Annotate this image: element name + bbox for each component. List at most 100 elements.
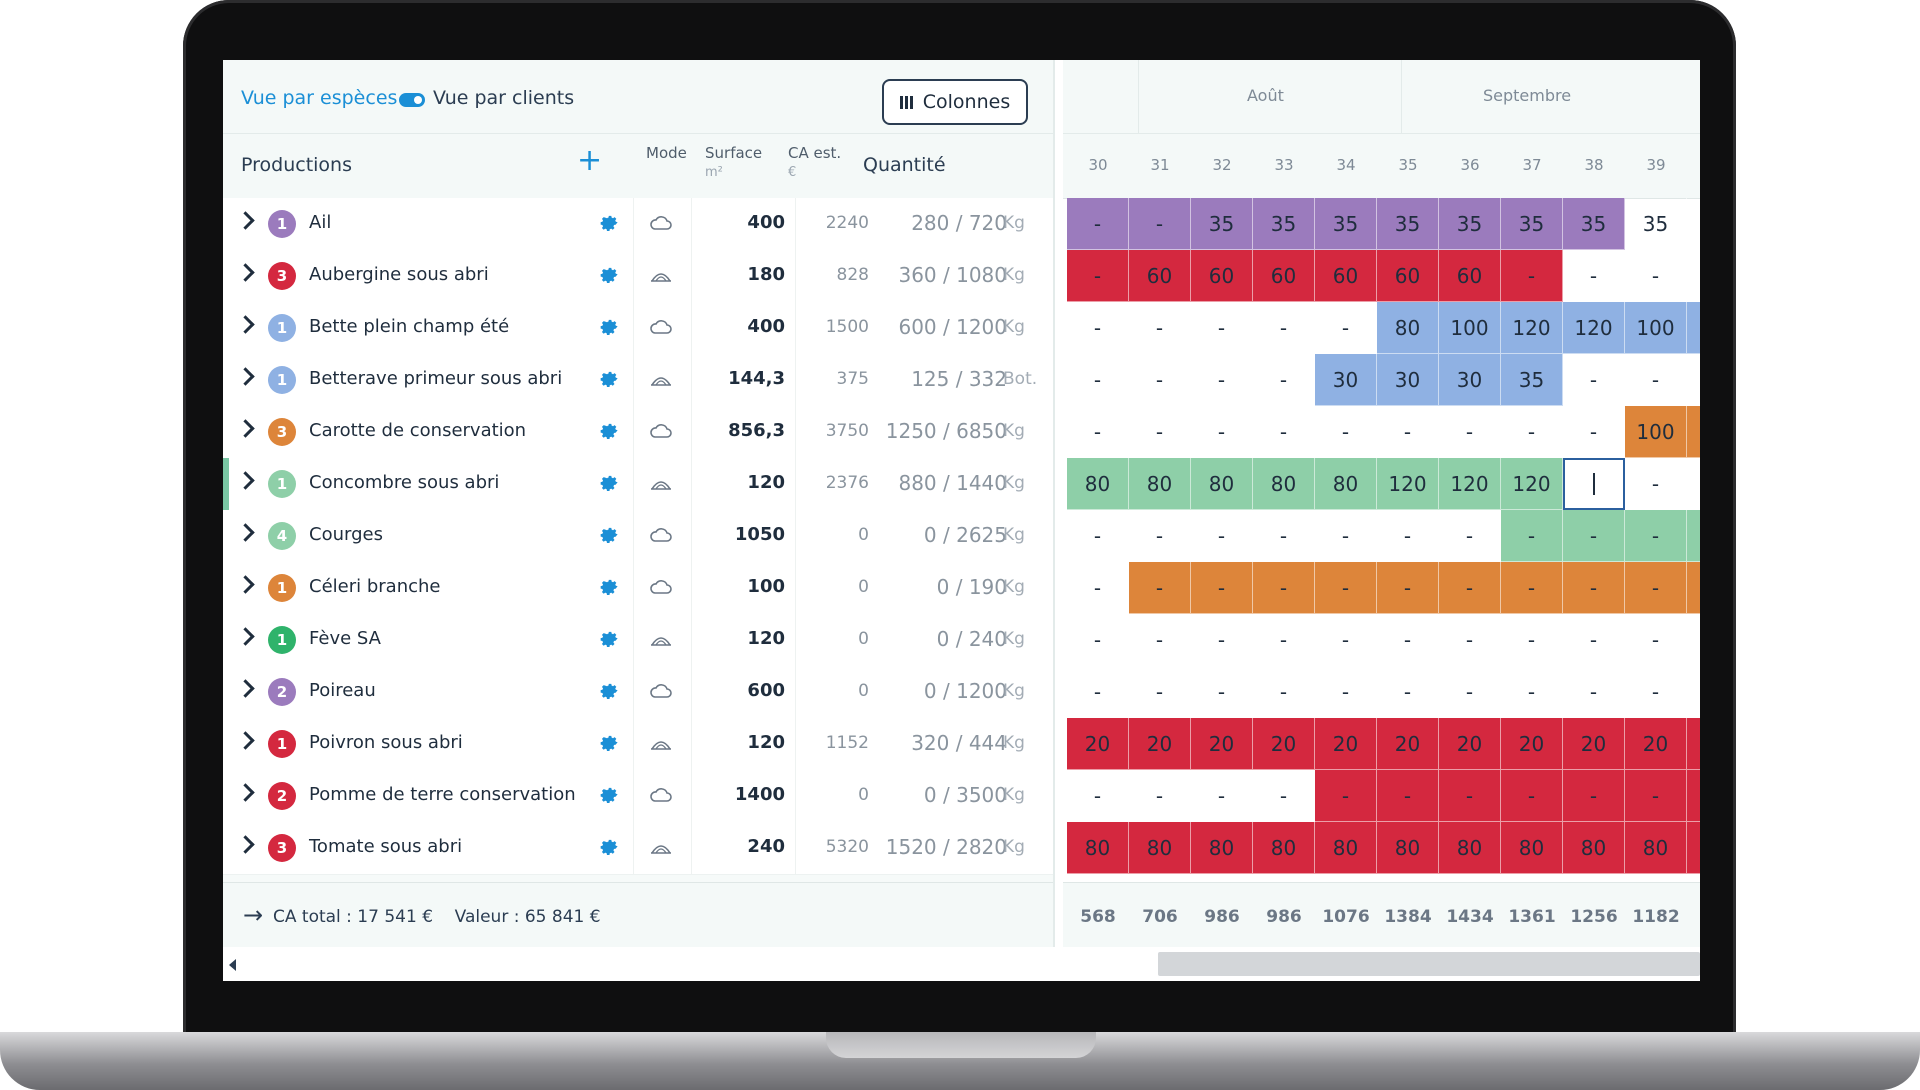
- surface-value[interactable]: 144,3: [728, 368, 785, 389]
- grid-cell[interactable]: -: [1191, 302, 1253, 354]
- grid-cell[interactable]: -: [1067, 614, 1129, 666]
- grid-cell[interactable]: 120: [1501, 458, 1563, 510]
- grid-cell[interactable]: -: [1315, 562, 1377, 614]
- grid-cell[interactable]: -: [1129, 666, 1191, 718]
- chevron-right-icon[interactable]: [236, 627, 255, 646]
- grid-cell[interactable]: -: [1439, 666, 1501, 718]
- grid-cell[interactable]: -: [1191, 406, 1253, 458]
- grid-cell[interactable]: -: [1191, 562, 1253, 614]
- grid-cell[interactable]: 20: [1625, 718, 1687, 770]
- production-row[interactable]: 1 Céleri branche 100 0 0 / 190 Kg: [223, 562, 1053, 615]
- grid-cell[interactable]: -: [1067, 562, 1129, 614]
- grid-cell[interactable]: 60: [1315, 250, 1377, 302]
- production-row[interactable]: 1 Fève SA 120 0 0 / 240 Kg: [223, 614, 1053, 667]
- grid-cell[interactable]: 60: [1253, 250, 1315, 302]
- horizontal-scrollbar[interactable]: [223, 947, 1700, 981]
- grid-cell[interactable]: -: [1253, 614, 1315, 666]
- scroll-left-icon[interactable]: [229, 959, 236, 971]
- grid-cell[interactable]: 80: [1129, 822, 1191, 874]
- surface-value[interactable]: 180: [747, 264, 785, 285]
- grid-cell[interactable]: -: [1067, 198, 1129, 250]
- grid-cell[interactable]: -: [1253, 510, 1315, 562]
- chevron-right-icon[interactable]: [236, 471, 255, 490]
- production-row[interactable]: 1 Bette plein champ été 400 1500 600 / 1200 K…: [223, 302, 1053, 355]
- grid-cell[interactable]: -: [1377, 666, 1439, 718]
- chevron-right-icon[interactable]: [236, 523, 255, 542]
- grid-cell[interactable]: -: [1253, 562, 1315, 614]
- grid-cell[interactable]: -: [1377, 614, 1439, 666]
- production-row[interactable]: 3 Tomate sous abri 240 5320 1520 / 2820 Kg: [223, 822, 1053, 875]
- grid-cell[interactable]: 80: [1253, 822, 1315, 874]
- surface-value[interactable]: 1400: [734, 784, 785, 805]
- production-row[interactable]: 1 Betterave primeur sous abri 144,3 375 125 …: [223, 354, 1053, 407]
- grid-cell[interactable]: -: [1501, 510, 1563, 562]
- grid-cell[interactable]: -: [1625, 562, 1687, 614]
- grid-cell[interactable]: -: [1377, 770, 1439, 822]
- grid-cell[interactable]: -: [1377, 562, 1439, 614]
- surface-value[interactable]: 120: [747, 732, 785, 753]
- gear-icon[interactable]: [598, 368, 620, 390]
- grid-cell[interactable]: 80: [1191, 458, 1253, 510]
- grid-cell[interactable]: -: [1067, 510, 1129, 562]
- grid-cell[interactable]: 35: [1439, 198, 1501, 250]
- surface-value[interactable]: 120: [747, 472, 785, 493]
- gear-icon[interactable]: [598, 472, 620, 494]
- production-row[interactable]: 1 Poivron sous abri 120 1152 320 / 444 Kg: [223, 718, 1053, 771]
- chevron-right-icon[interactable]: [236, 419, 255, 438]
- gear-icon[interactable]: [598, 836, 620, 858]
- production-row[interactable]: 2 Pomme de terre conservation 1400 0 0 / 350…: [223, 770, 1053, 823]
- grid-cell[interactable]: -: [1315, 510, 1377, 562]
- grid-cell[interactable]: 35: [1625, 198, 1687, 250]
- grid-cell[interactable]: -: [1067, 406, 1129, 458]
- chevron-right-icon[interactable]: [236, 679, 255, 698]
- grid-cell[interactable]: 80: [1067, 458, 1129, 510]
- view-toggle[interactable]: [399, 93, 425, 107]
- grid-cell[interactable]: -: [1625, 458, 1687, 510]
- surface-value[interactable]: 400: [747, 316, 785, 337]
- grid-cell[interactable]: 80: [1501, 822, 1563, 874]
- gear-icon[interactable]: [598, 680, 620, 702]
- grid-cell[interactable]: -: [1129, 614, 1191, 666]
- grid-cell[interactable]: 100: [1625, 302, 1687, 354]
- grid-cell[interactable]: -: [1439, 614, 1501, 666]
- grid-cell[interactable]: -: [1377, 510, 1439, 562]
- grid-cell[interactable]: 35: [1253, 198, 1315, 250]
- arrow-right-icon[interactable]: →: [243, 901, 264, 929]
- grid-cell[interactable]: -: [1129, 510, 1191, 562]
- grid-cell[interactable]: -: [1253, 666, 1315, 718]
- view-clients-link[interactable]: Vue par clients: [433, 87, 575, 109]
- grid-cell[interactable]: 80: [1067, 822, 1129, 874]
- grid-cell[interactable]: -: [1067, 250, 1129, 302]
- grid-cell[interactable]: 80: [1377, 302, 1439, 354]
- gear-icon[interactable]: [598, 732, 620, 754]
- grid-cell[interactable]: 100: [1439, 302, 1501, 354]
- production-row[interactable]: 1 Concombre sous abri 120 2376 880 / 1440 Kg: [223, 458, 1053, 511]
- chevron-right-icon[interactable]: [236, 575, 255, 594]
- grid-cell[interactable]: -: [1439, 562, 1501, 614]
- grid-cell[interactable]: -: [1129, 302, 1191, 354]
- grid-cell[interactable]: -: [1377, 406, 1439, 458]
- chevron-right-icon[interactable]: [236, 835, 255, 854]
- add-production-icon[interactable]: +: [577, 143, 603, 178]
- grid-cell[interactable]: 20: [1067, 718, 1129, 770]
- grid-cell[interactable]: -: [1067, 354, 1129, 406]
- gear-icon[interactable]: [598, 316, 620, 338]
- grid-cell[interactable]: -: [1191, 510, 1253, 562]
- surface-value[interactable]: 400: [747, 212, 785, 233]
- grid-cell[interactable]: 20: [1191, 718, 1253, 770]
- grid-cell[interactable]: -: [1501, 666, 1563, 718]
- grid-cell[interactable]: 80: [1439, 822, 1501, 874]
- grid-cell[interactable]: -: [1253, 354, 1315, 406]
- grid-cell[interactable]: -: [1625, 770, 1687, 822]
- grid-cell[interactable]: -: [1315, 666, 1377, 718]
- grid-cell[interactable]: -: [1501, 770, 1563, 822]
- production-row[interactable]: 2 Poireau 600 0 0 / 1200 Kg: [223, 666, 1053, 719]
- grid-cell[interactable]: -: [1439, 770, 1501, 822]
- grid-cell[interactable]: 80: [1253, 458, 1315, 510]
- grid-cell[interactable]: -: [1439, 406, 1501, 458]
- grid-cell[interactable]: 35: [1501, 354, 1563, 406]
- grid-cell[interactable]: 120: [1563, 302, 1625, 354]
- grid-cell[interactable]: 80: [1625, 822, 1687, 874]
- grid-cell[interactable]: -: [1563, 666, 1625, 718]
- grid-cell[interactable]: -: [1501, 406, 1563, 458]
